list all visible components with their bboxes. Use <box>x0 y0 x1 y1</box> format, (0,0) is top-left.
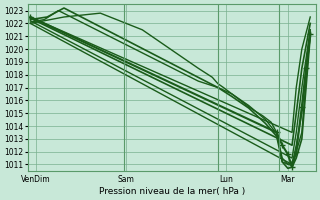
X-axis label: Pression niveau de la mer( hPa ): Pression niveau de la mer( hPa ) <box>99 187 245 196</box>
